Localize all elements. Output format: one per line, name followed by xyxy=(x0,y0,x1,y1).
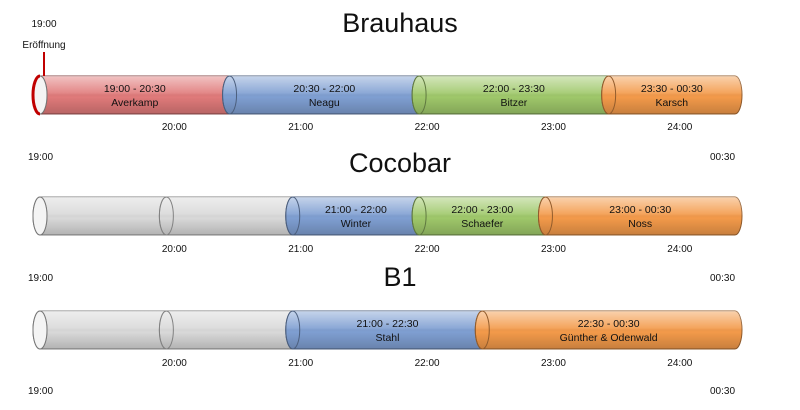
slot-sheen xyxy=(33,197,174,236)
bar-start-cap xyxy=(32,196,48,236)
slot-time: 23:30 - 00:30 xyxy=(641,83,703,95)
bar-start-cap xyxy=(32,310,48,350)
slot-time: 20:30 - 22:00 xyxy=(293,83,355,95)
slot-act: Noss xyxy=(628,218,652,230)
hour-tick: 23:00 xyxy=(541,122,566,133)
range-end: 00:30 xyxy=(710,386,735,397)
slot-act: Stahl xyxy=(376,332,400,344)
slot-act: Karsch xyxy=(655,97,688,109)
slot-averkamp: 19:00 - 20:30 Averkamp xyxy=(32,75,238,115)
slot-stahl: 21:00 - 22:30 Stahl xyxy=(285,310,490,350)
slot-neagu: 20:30 - 22:00 Neagu xyxy=(222,75,427,115)
slot-sheen xyxy=(412,76,616,114)
slot-empty xyxy=(32,310,174,350)
slot-sheen xyxy=(538,197,742,236)
hour-tick: 20:00 xyxy=(162,122,187,133)
slot-sheen xyxy=(33,311,174,349)
slot-seam xyxy=(285,310,301,350)
opening-label: Eröffnung xyxy=(22,40,65,51)
slot-sheen xyxy=(601,76,742,114)
hour-tick: 21:00 xyxy=(288,244,313,255)
slot-seam xyxy=(411,196,427,236)
range-end: 00:30 xyxy=(710,152,735,163)
opening-time: 19:00 xyxy=(31,19,56,30)
venue-2: B1 21:00 - 22:30 Stahl 22:30 - 00:30 Günther… xyxy=(28,262,743,397)
slot-act: Günther & Odenwald xyxy=(560,332,658,344)
slot-seam xyxy=(158,310,174,350)
hour-tick: 21:00 xyxy=(288,358,313,369)
slot-act: Schaefer xyxy=(461,218,504,230)
range-end: 00:30 xyxy=(710,273,735,284)
slot-karsch: 23:30 - 00:30 Karsch xyxy=(601,75,743,115)
slot-time: 23:00 - 00:30 xyxy=(609,204,671,216)
slot-sheen xyxy=(285,311,490,349)
slot-seam xyxy=(411,75,427,115)
opening-marker: 19:00 Eröffnung xyxy=(22,19,66,116)
hour-tick: 22:00 xyxy=(415,122,440,133)
slot-time: 22:00 - 23:00 xyxy=(451,204,513,216)
slot-sheen xyxy=(159,311,300,349)
slot-time: 19:00 - 20:30 xyxy=(104,83,166,95)
slot-sheen xyxy=(222,76,427,114)
slot-seam xyxy=(537,196,553,236)
hour-tick: 23:00 xyxy=(541,358,566,369)
venue-title: Cocobar xyxy=(349,148,451,178)
venue-0: Brauhaus 19:00 - 20:30 Averkamp 20:30 - 22:… xyxy=(28,8,743,163)
slot-seam xyxy=(158,196,174,236)
opening-cap xyxy=(31,74,41,116)
slot-seam xyxy=(474,310,490,350)
slot-act: Winter xyxy=(341,218,372,230)
slot-sheen xyxy=(159,197,300,236)
range-start: 19:00 xyxy=(28,386,53,397)
hour-tick: 20:00 xyxy=(162,244,187,255)
venue-title: B1 xyxy=(383,262,416,292)
slot-time: 21:00 - 22:30 xyxy=(357,318,419,330)
hour-tick: 21:00 xyxy=(288,122,313,133)
slot-act: Averkamp xyxy=(111,97,158,109)
range-start: 19:00 xyxy=(28,152,53,163)
slot-schaefer: 22:00 - 23:00 Schaefer xyxy=(411,196,553,236)
slot-empty xyxy=(158,196,301,236)
hour-tick: 24:00 xyxy=(667,358,692,369)
slot-seam xyxy=(222,75,238,115)
slot-time: 22:00 - 23:30 xyxy=(483,83,545,95)
slot-act: Bitzer xyxy=(500,97,527,109)
venue-title: Brauhaus xyxy=(342,8,458,38)
hour-tick: 22:00 xyxy=(415,358,440,369)
hour-tick: 23:00 xyxy=(541,244,566,255)
venue-1: Cocobar 21:00 - 22:00 Winter 22:00 - 23:00 S… xyxy=(28,148,743,284)
slot-bitzer: 22:00 - 23:30 Bitzer xyxy=(411,75,617,115)
range-start: 19:00 xyxy=(28,273,53,284)
slot-seam xyxy=(285,196,301,236)
slot-time: 22:30 - 00:30 xyxy=(578,318,640,330)
hour-tick: 22:00 xyxy=(415,244,440,255)
slot-winter: 21:00 - 22:00 Winter xyxy=(285,196,427,236)
hour-tick: 24:00 xyxy=(667,122,692,133)
slot-empty xyxy=(158,310,301,350)
hour-tick: 24:00 xyxy=(667,244,692,255)
slot-noss: 23:00 - 00:30 Noss xyxy=(537,196,743,236)
slot-sheen xyxy=(412,197,553,236)
slot-g-nther-odenwald: 22:30 - 00:30 Günther & Odenwald xyxy=(474,310,743,350)
hour-tick: 20:00 xyxy=(162,358,187,369)
slot-empty xyxy=(32,196,174,236)
slot-sheen xyxy=(475,311,742,349)
slot-time: 21:00 - 22:00 xyxy=(325,204,387,216)
slot-sheen xyxy=(285,197,427,236)
slot-seam xyxy=(601,75,617,115)
slot-sheen xyxy=(33,76,237,114)
slot-act: Neagu xyxy=(309,97,340,109)
